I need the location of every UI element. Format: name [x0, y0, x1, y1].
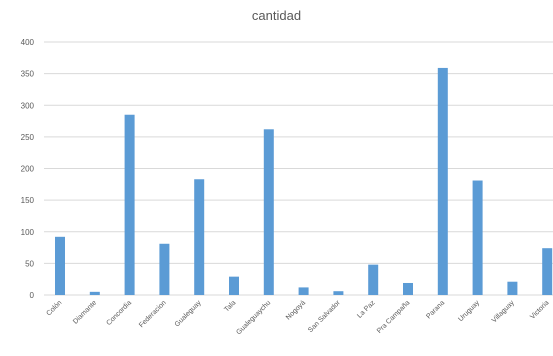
y-tick-label: 100 — [21, 228, 35, 237]
x-tick-label: La Paz — [356, 299, 377, 320]
y-axis-ticks: 0 50 100 150 200 250 300 350 400 — [21, 38, 35, 300]
y-tick-label: 0 — [30, 291, 35, 300]
y-tick-label: 200 — [21, 165, 35, 174]
x-tick-label: Federacion — [138, 299, 168, 329]
x-tick-label: Uruguay — [457, 299, 481, 323]
bar-parana — [437, 67, 448, 296]
x-tick-label: Nogoyá — [285, 299, 307, 321]
bar-uruguay — [472, 180, 483, 295]
x-tick-label: Diamante — [72, 299, 98, 325]
x-tick-label: Gualeguaychu — [235, 299, 272, 336]
x-tick-label: Victoria — [529, 299, 550, 320]
bar-diamante — [89, 291, 100, 295]
x-tick-label: Villaguay — [491, 299, 516, 324]
bars — [55, 67, 553, 296]
y-tick-label: 400 — [21, 38, 35, 47]
x-tick-label: Tala — [223, 299, 237, 313]
bar-concordia — [124, 114, 135, 295]
bar-gualeguaychu — [263, 129, 274, 295]
x-tick-label: Gualeguay — [174, 299, 203, 328]
x-tick-label: Pra Campaña — [376, 299, 412, 335]
bar-nogoy- — [298, 287, 309, 295]
gridlines — [44, 41, 553, 296]
bar-villaguay — [507, 281, 518, 295]
bar-gualeguay — [194, 179, 205, 295]
bar-tala — [229, 276, 239, 295]
y-tick-label: 350 — [21, 70, 35, 79]
x-axis-ticks: Colón Diamante Concordia Federacion Gualegua… — [46, 299, 551, 336]
y-tick-label: 300 — [21, 101, 35, 110]
y-tick-label: 250 — [21, 133, 35, 142]
bar-victoria — [542, 248, 553, 295]
bar-san-salvador — [333, 291, 344, 295]
x-tick-label: Concordia — [105, 299, 133, 327]
y-tick-label: 150 — [21, 196, 35, 205]
y-tick-label: 50 — [25, 259, 34, 268]
x-tick-label: Colón — [46, 299, 64, 317]
bar-la-paz — [368, 264, 379, 295]
chart-title: cantidad — [251, 8, 302, 23]
x-tick-label: San Salvador — [307, 299, 342, 334]
bar-pra-campa-a — [403, 282, 413, 295]
bar-col-n — [55, 236, 65, 295]
bar-federacion — [159, 243, 170, 295]
x-tick-label: Parana — [425, 299, 446, 320]
